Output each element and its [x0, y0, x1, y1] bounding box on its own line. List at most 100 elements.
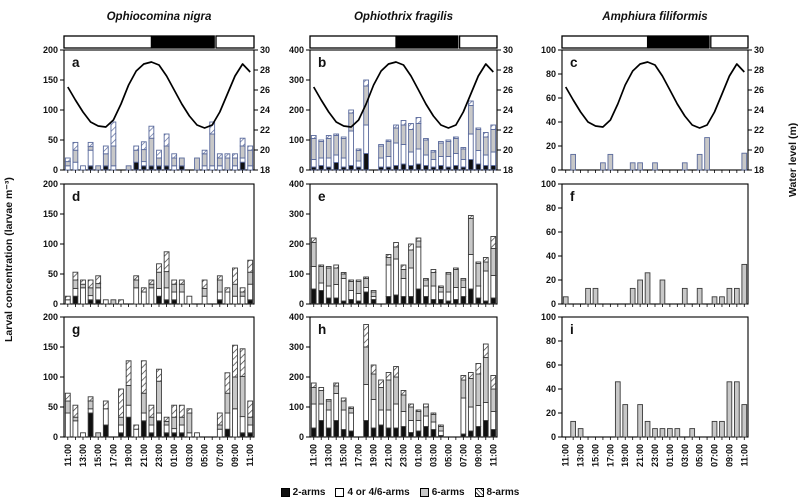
svg-text:60: 60 — [546, 360, 556, 370]
svg-text:28: 28 — [503, 65, 513, 75]
legend-item-2-arms: 2-arms — [280, 487, 325, 498]
svg-text:40: 40 — [546, 117, 556, 127]
svg-text:07:00: 07:00 — [458, 444, 468, 467]
panel-g: 0 50 100 150 200 11:00 13:00 15:00 17:00 19:00 21:… — [43, 312, 255, 467]
svg-text:300: 300 — [289, 209, 304, 219]
svg-text:60: 60 — [546, 93, 556, 103]
panel-e: 0 100 200 300 400 e — [289, 179, 498, 309]
svg-text:300: 300 — [289, 342, 304, 352]
panel-b: 0 100 200 300 400 18 20 22 24 26 28 30 b — [289, 45, 513, 175]
svg-text:05:00: 05:00 — [443, 444, 453, 467]
svg-text:200: 200 — [289, 372, 304, 382]
svg-text:0: 0 — [53, 299, 58, 309]
svg-text:100: 100 — [541, 312, 556, 322]
svg-text:15:00: 15:00 — [339, 444, 349, 467]
legend-item-4-arms: 4 or 4/6-arms — [335, 487, 410, 498]
svg-text:200: 200 — [43, 45, 58, 55]
svg-text:200: 200 — [289, 239, 304, 249]
svg-text:22: 22 — [503, 125, 513, 135]
svg-text:30: 30 — [503, 45, 513, 55]
svg-text:01:00: 01:00 — [665, 444, 675, 467]
svg-text:400: 400 — [289, 312, 304, 322]
svg-text:400: 400 — [289, 45, 304, 55]
legend-swatch-6-arms-icon — [419, 488, 429, 497]
svg-text:400: 400 — [289, 179, 304, 189]
legend-swatch-8-arms-icon — [474, 488, 484, 497]
svg-text:05:00: 05:00 — [695, 444, 705, 467]
svg-text:80: 80 — [546, 203, 556, 213]
water-level-axis-label: Water level (m) — [787, 122, 799, 198]
svg-text:80: 80 — [546, 336, 556, 346]
svg-text:15:00: 15:00 — [93, 444, 103, 467]
column-title-ophiocomina-nigra: Ophiocomina nigra — [106, 11, 212, 23]
svg-text:20: 20 — [503, 145, 513, 155]
svg-text:200: 200 — [43, 179, 58, 189]
svg-text:100: 100 — [43, 372, 58, 382]
y-axis-label: Larval concentration (larvae m⁻³) — [3, 177, 15, 343]
svg-text:30: 30 — [260, 45, 270, 55]
svg-text:24: 24 — [260, 105, 270, 115]
day-night-bar-1 — [309, 35, 498, 49]
panel-c: 0 20 40 60 80 100 18 20 22 24 26 28 30 c — [541, 45, 764, 175]
svg-text:26: 26 — [503, 85, 513, 95]
svg-text:80: 80 — [546, 69, 556, 79]
svg-text:22: 22 — [260, 125, 270, 135]
svg-text:21:00: 21:00 — [139, 444, 149, 467]
svg-text:13:00: 13:00 — [576, 444, 586, 467]
svg-text:23:00: 23:00 — [154, 444, 164, 467]
svg-text:28: 28 — [260, 65, 270, 75]
legend-item-6-arms: 6-arms — [419, 487, 465, 498]
svg-text:07:00: 07:00 — [215, 444, 225, 467]
svg-text:100: 100 — [541, 179, 556, 189]
svg-text:100: 100 — [43, 105, 58, 115]
svg-text:150: 150 — [43, 75, 58, 85]
day-night-bar-2 — [561, 35, 749, 49]
svg-text:09:00: 09:00 — [473, 444, 483, 467]
legend-label-8-arms: 8-arms — [486, 487, 520, 498]
day-night-bar-0 — [63, 35, 255, 49]
svg-text:50: 50 — [48, 402, 58, 412]
panel-a: 0 50 100 150 200 18 20 22 24 26 28 30 a — [43, 45, 270, 175]
svg-text:03:00: 03:00 — [184, 444, 194, 467]
svg-text:0: 0 — [551, 432, 556, 442]
legend-swatch-2-arms-icon — [280, 488, 290, 497]
panel-i: 0 20 40 60 80 100 11:00 13:00 15:00 17:00 19:00 21:… — [541, 312, 749, 467]
panel-letter-d: d — [72, 189, 80, 204]
svg-text:03:00: 03:00 — [680, 444, 690, 467]
svg-text:200: 200 — [289, 105, 304, 115]
panel-letter-f: f — [570, 189, 575, 204]
svg-text:0: 0 — [53, 165, 58, 175]
svg-text:300: 300 — [289, 75, 304, 85]
panel-letter-a: a — [72, 55, 80, 70]
svg-text:11:00: 11:00 — [63, 444, 73, 467]
water-level-curve-b — [312, 61, 494, 129]
svg-text:11:00: 11:00 — [245, 444, 255, 467]
svg-text:50: 50 — [48, 269, 58, 279]
svg-text:0: 0 — [551, 299, 556, 309]
larval-concentration-chart: 05010015020018202224262830a0100200300400… — [43, 35, 764, 467]
svg-text:20: 20 — [546, 141, 556, 151]
svg-text:19:00: 19:00 — [124, 444, 134, 467]
svg-text:20: 20 — [754, 145, 764, 155]
panel-letter-i: i — [570, 322, 574, 337]
svg-text:100: 100 — [541, 45, 556, 55]
panel-letter-c: c — [570, 55, 578, 70]
svg-text:0: 0 — [299, 299, 304, 309]
svg-text:17:00: 17:00 — [605, 444, 615, 467]
svg-text:20: 20 — [260, 145, 270, 155]
legend-label-4-arms: 4 or 4/6-arms — [347, 487, 410, 498]
svg-text:21:00: 21:00 — [384, 444, 394, 467]
svg-text:26: 26 — [260, 85, 270, 95]
svg-text:24: 24 — [754, 105, 764, 115]
svg-text:01:00: 01:00 — [169, 444, 179, 467]
svg-text:150: 150 — [43, 342, 58, 352]
svg-text:100: 100 — [43, 239, 58, 249]
svg-text:22: 22 — [754, 125, 764, 135]
panel-letter-b: b — [318, 55, 326, 70]
svg-text:20: 20 — [546, 275, 556, 285]
panel-h: 0 100 200 300 400 11:00 13:00 15:00 17:00 19:00 21… — [289, 312, 498, 467]
water-level-curve-a — [67, 61, 251, 129]
svg-text:19:00: 19:00 — [369, 444, 379, 467]
svg-text:100: 100 — [289, 402, 304, 412]
legend-item-8-arms: 8-arms — [474, 487, 520, 498]
